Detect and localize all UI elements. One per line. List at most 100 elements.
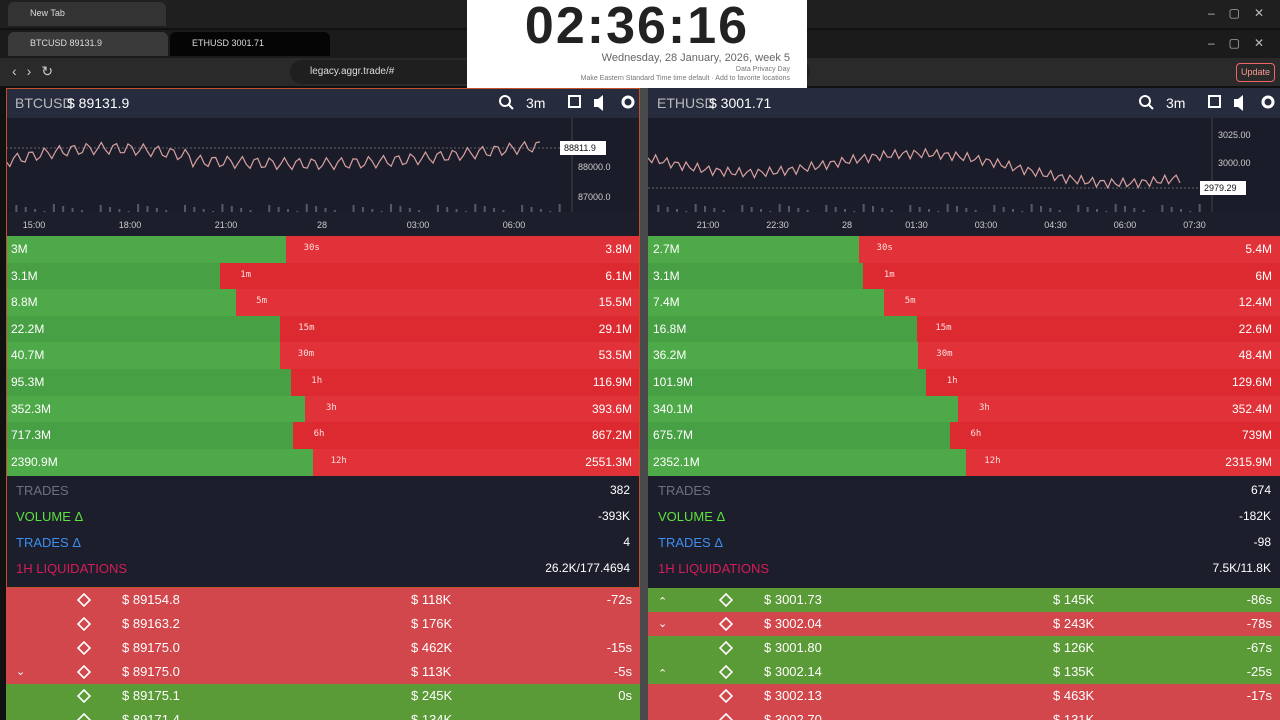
- bucket-row: 8.8M 15.5M 5m: [6, 289, 640, 317]
- trade-row: $ 89163.2 $ 176K: [6, 612, 640, 636]
- stat-label: VOLUME Δ: [16, 509, 84, 524]
- tab[interactable]: BTCUSD 89131.9: [8, 32, 168, 56]
- buy-bar: [6, 369, 291, 396]
- price-line: [6, 140, 541, 171]
- tab-title: BTCUSD 89131.9: [30, 38, 103, 48]
- header-icons: [499, 95, 635, 111]
- settings-icon: [621, 95, 635, 109]
- buy-bar: [648, 289, 885, 317]
- exchange-icon: [77, 641, 91, 655]
- tab-title: New Tab: [30, 8, 65, 18]
- trade-price: $ 89171.4: [122, 712, 180, 720]
- trade-size: $ 245K: [411, 688, 453, 703]
- trade-age: -15s: [606, 640, 632, 655]
- stat-value: 382: [609, 483, 630, 497]
- x-tick-label: 04:30: [1044, 220, 1067, 230]
- buy-bar: [6, 342, 280, 370]
- price-line: [648, 147, 1181, 190]
- panel-header: BTCUSD $ 89131.9 3m: [6, 88, 640, 118]
- buy-volume: 22.2M: [11, 321, 45, 336]
- exchange-icon: [77, 713, 91, 720]
- sell-volume: 393.6M: [591, 401, 632, 416]
- tab[interactable]: ETHUSD 3001.71: [170, 32, 330, 56]
- buy-volume: 3M: [11, 242, 28, 256]
- buy-bar: [6, 289, 236, 317]
- stat-value: -182K: [1238, 509, 1271, 523]
- x-tick-label: 28: [317, 220, 327, 230]
- bucket-row: 717.3M 867.2M 6h: [6, 422, 640, 450]
- trade-age: -67s: [1246, 640, 1272, 655]
- exchange-icon: [77, 593, 91, 607]
- window-controls[interactable]: –▢✕: [1208, 6, 1279, 20]
- symbol: ETHUSD: [657, 95, 715, 111]
- trade-size: $ 126K: [1053, 640, 1095, 655]
- x-tick-label: 03:00: [975, 220, 998, 230]
- exchange-icon: [77, 689, 91, 703]
- buy-volume: 36.2M: [653, 348, 687, 363]
- tab[interactable]: New Tab: [8, 2, 166, 26]
- trade-size: $ 134K: [411, 712, 453, 720]
- sell-volume: 53.5M: [598, 348, 632, 363]
- sell-volume: 5.4M: [1245, 242, 1272, 256]
- trade-row: $ 3001.80 $ 126K -67s: [648, 636, 1280, 660]
- exchange-icon: [77, 617, 91, 631]
- nav-buttons[interactable]: ‹›↻: [12, 63, 64, 79]
- stat-label: TRADES Δ: [658, 535, 724, 550]
- volume-bar: [1198, 204, 1201, 218]
- bucket-row: 3.1M 6.1M 1m: [6, 262, 640, 290]
- timeframe[interactable]: 3m: [1166, 95, 1186, 111]
- buy-bar: [648, 448, 967, 476]
- volume-bar: [15, 205, 18, 218]
- buy-bar: [6, 315, 281, 343]
- volume-bar: [137, 204, 140, 218]
- clock-note: Make Eastern Standard Time time default …: [580, 75, 790, 82]
- trade-age: -86s: [1246, 592, 1272, 607]
- chart-panel: ETHUSD $ 3001.71 3m 3025.00 3000.00 2979.29 21…: [648, 88, 1280, 720]
- buy-bar: [6, 236, 286, 263]
- stat-label: 1H LIQUIDATIONS: [16, 561, 128, 576]
- buy-volume: 7.4M: [653, 295, 680, 310]
- exchange-icon: [719, 689, 733, 703]
- y-tick-label: 88000.0: [578, 162, 611, 172]
- x-tick-label: 22:30: [766, 220, 789, 230]
- trade-size: $ 131K: [1053, 712, 1095, 720]
- x-tick-label: 21:00: [215, 220, 238, 230]
- trade-price: $ 89154.8: [122, 592, 180, 607]
- buy-bar: [648, 369, 927, 396]
- trade-row: ⌄ $ 3001.73 $ 145K -86s: [648, 588, 1280, 612]
- timeframe[interactable]: 3m: [526, 95, 546, 111]
- settings-icon: [1261, 95, 1275, 109]
- update-button[interactable]: Update: [1236, 63, 1276, 82]
- clock-event: Data Privacy Day: [735, 66, 790, 73]
- trade-price: $ 3001.80: [764, 640, 822, 655]
- price-chart: 88000.0 87000.0 88811.9 15:00 18:00 21:00 28 03…: [6, 118, 640, 236]
- sell-volume: 867.2M: [591, 428, 632, 443]
- exchange-icon: [719, 617, 733, 631]
- volume-bar: [99, 205, 102, 218]
- stat-label: TRADES Δ: [16, 535, 82, 550]
- buy-bar: [6, 422, 293, 450]
- stat-value: 26.2K/177.4694: [545, 561, 630, 575]
- exchange-icon: [719, 665, 733, 679]
- bucket-row: 7.4M 12.4M 5m: [648, 289, 1280, 317]
- volume-bar: [221, 204, 224, 218]
- window-controls[interactable]: –▢✕: [1208, 36, 1279, 50]
- exchange-icon: [719, 665, 733, 679]
- buy-bar: [648, 395, 959, 423]
- volume-bar: [390, 204, 393, 218]
- exchange-icon: [77, 689, 91, 703]
- trade-row: $ 89175.0 $ 462K -15s: [6, 636, 640, 660]
- volume-bar: [183, 205, 186, 218]
- bucket-row: 3M 3.8M 30s: [6, 236, 640, 263]
- buy-volume: 2.7M: [653, 242, 680, 256]
- volume-bar: [1114, 204, 1117, 218]
- volume-bar: [741, 205, 744, 218]
- x-axis: [6, 212, 640, 236]
- x-tick-label: 07:30: [1183, 220, 1206, 230]
- trade-row: $ 3002.70 $ 131K: [648, 708, 1280, 720]
- trade-row: ⌄ $ 3002.04 $ 243K -78s: [648, 612, 1280, 636]
- trade-age: -5s: [613, 664, 632, 679]
- exchange-icon: [719, 689, 733, 703]
- volume-bar: [1161, 205, 1164, 218]
- price: $ 3001.71: [709, 95, 772, 111]
